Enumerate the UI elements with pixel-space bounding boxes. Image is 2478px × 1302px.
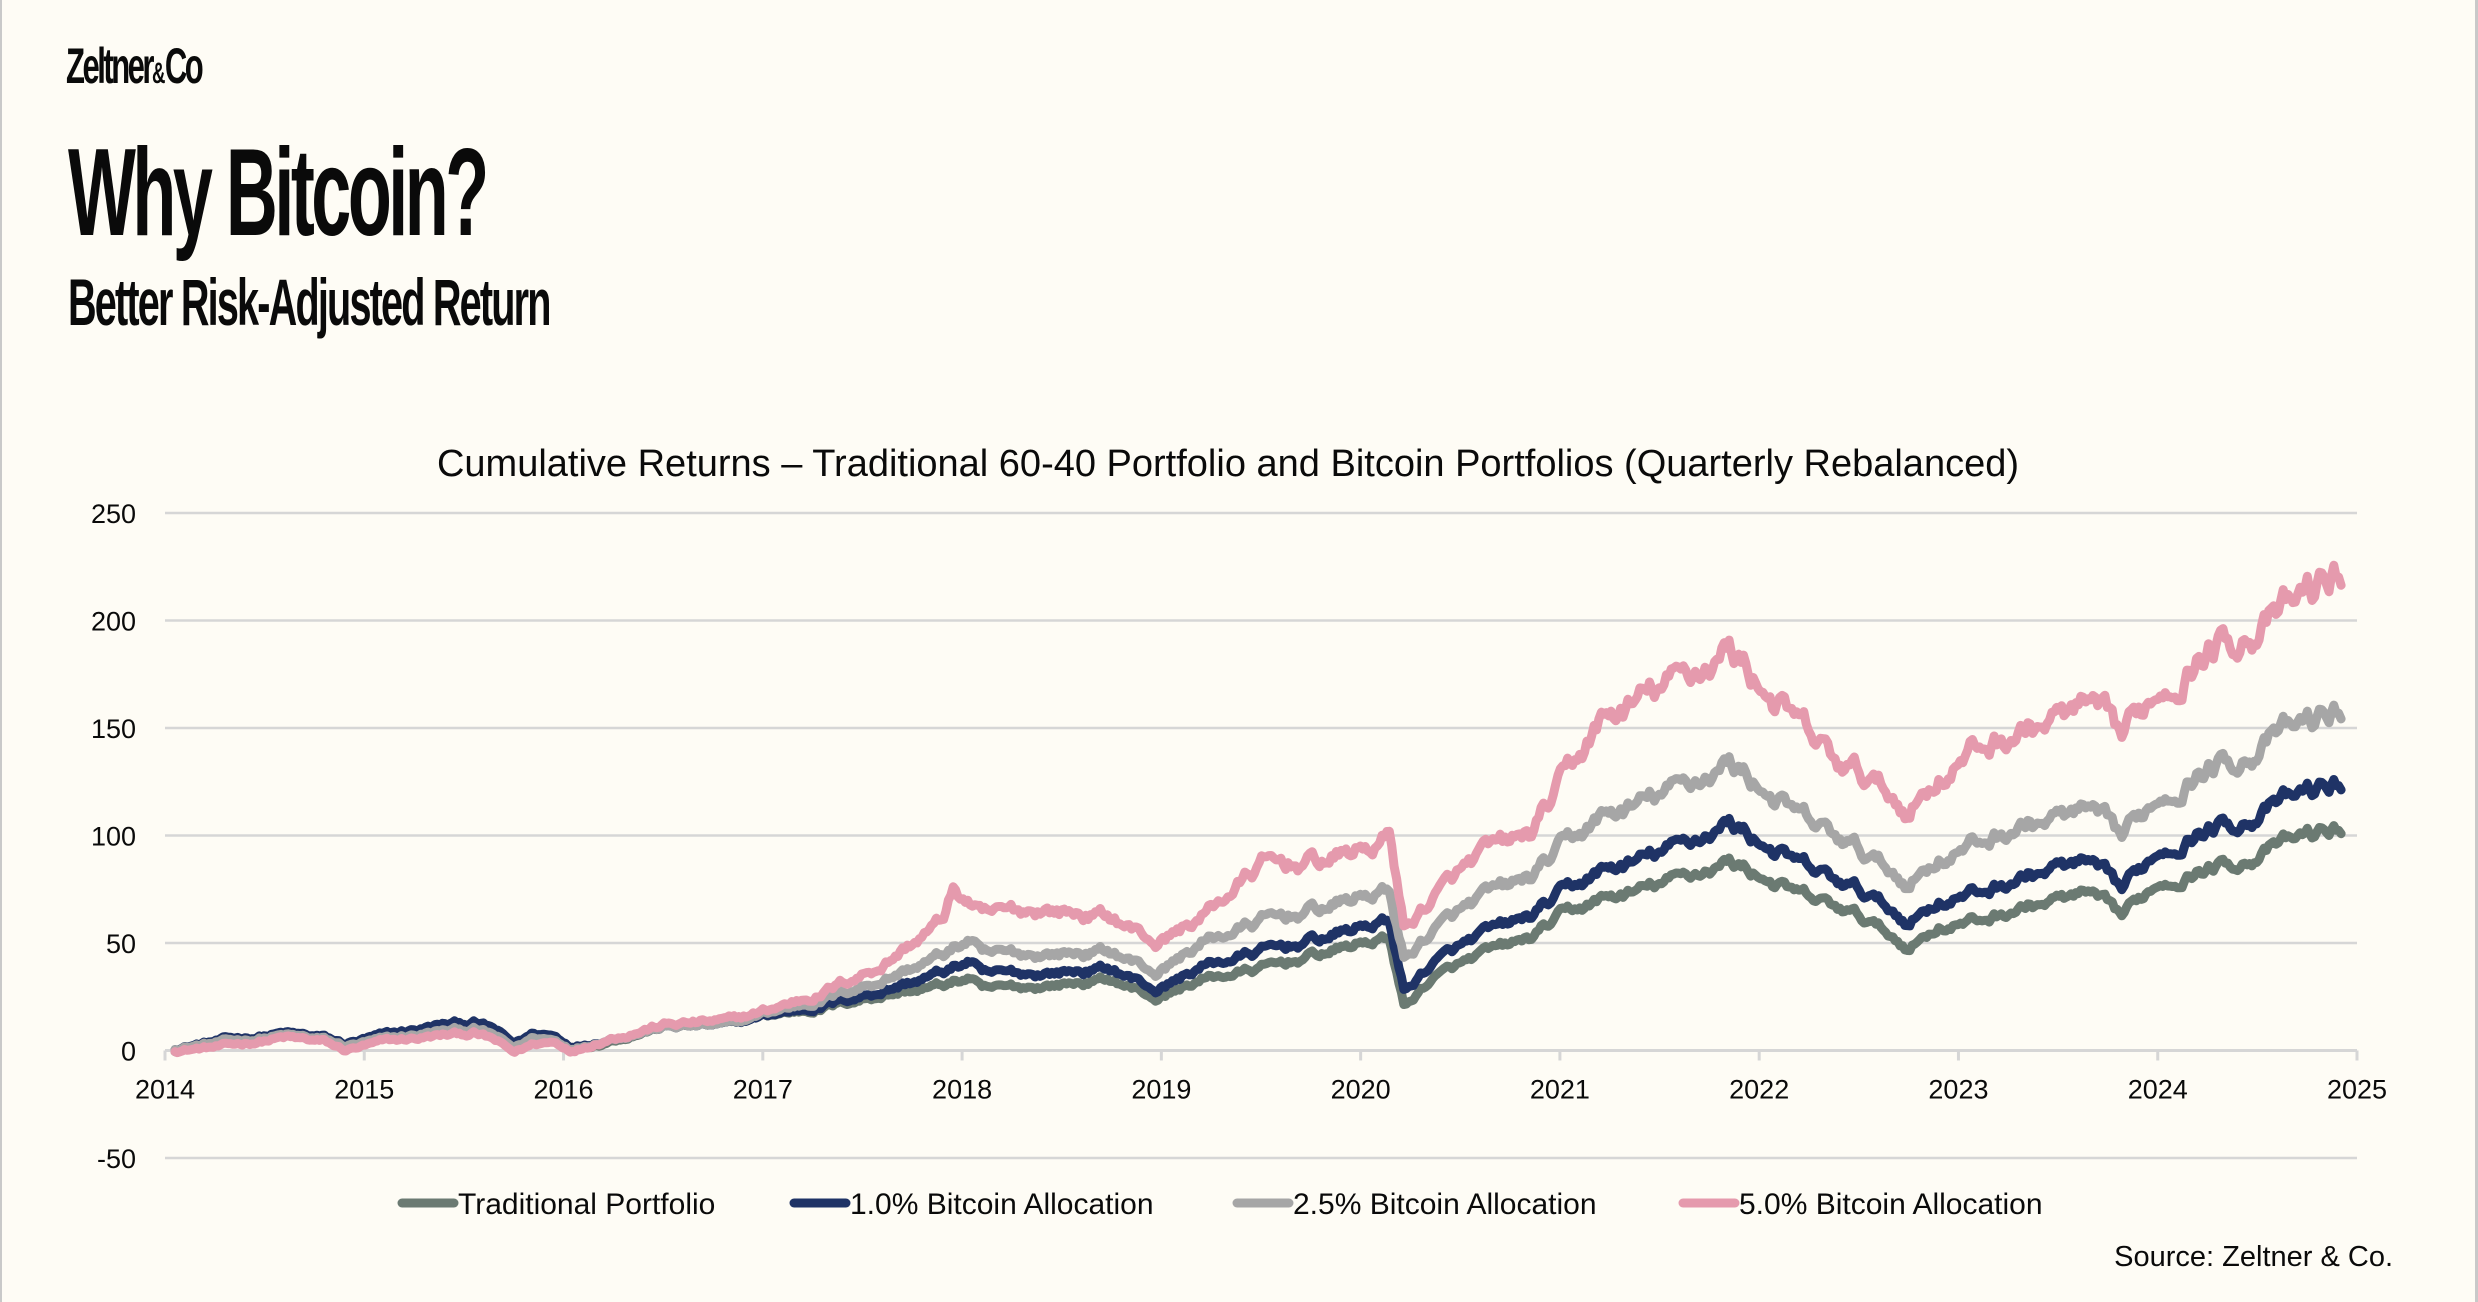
chart-title: Cumulative Returns – Traditional 60-40 P… [437, 443, 2019, 485]
series-line-3 [170, 700, 2346, 1055]
legend-item: 2.5% Bitcoin Allocation [1232, 1188, 1597, 1221]
gridlines [165, 511, 2357, 1160]
x-tick-label: 2017 [733, 1075, 793, 1105]
legend-label: Traditional Portfolio [458, 1188, 715, 1221]
y-tick-label: 0 [121, 1037, 136, 1067]
x-tick-label: 2022 [1729, 1075, 1789, 1105]
x-tick-label: 2016 [534, 1075, 594, 1105]
legend-label: 5.0% Bitcoin Allocation [1739, 1188, 2043, 1221]
brand-logo: Zeltner&Co [66, 36, 204, 104]
x-tick-label: 2025 [2327, 1075, 2387, 1105]
series-line-4 [170, 560, 2346, 1058]
brand-ampersand: & [151, 57, 165, 90]
page-title: Why Bitcoin? [68, 124, 489, 262]
legend-item: 1.0% Bitcoin Allocation [789, 1188, 1154, 1221]
page-border-left [0, 0, 2, 1302]
x-tick-label: 2014 [135, 1075, 195, 1105]
x-tick-label: 2020 [1331, 1075, 1391, 1105]
legend-item: Traditional Portfolio [397, 1188, 715, 1221]
y-tick-label: 50 [106, 929, 136, 959]
legend-label: 2.5% Bitcoin Allocation [1293, 1188, 1597, 1221]
x-axis: 2014 2015 2016 2017 2018 2019 2020 2021 2022 2023… [135, 1049, 2387, 1105]
legend-item: 5.0% Bitcoin Allocation [1678, 1188, 2043, 1221]
y-tick-label: 100 [91, 822, 136, 852]
y-tick-label: 150 [91, 714, 136, 744]
y-tick-label: -50 [97, 1144, 136, 1174]
brand-suffix: Co [164, 38, 204, 94]
y-tick-label: 200 [91, 607, 136, 637]
x-tick-label: 2019 [1131, 1075, 1191, 1105]
x-tick-label: 2021 [1530, 1075, 1590, 1105]
series-lines [170, 560, 2346, 1058]
source-note: Source: Zeltner & Co. [2114, 1241, 2393, 1273]
y-axis: 250 200 150 100 50 0 -50 [91, 499, 136, 1174]
x-tick-label: 2023 [1928, 1075, 1988, 1105]
page-border-right [2475, 0, 2478, 1302]
y-tick-label: 250 [91, 499, 136, 529]
x-tick-label: 2018 [932, 1075, 992, 1105]
page-subtitle: Better Risk-Adjusted Return [68, 265, 551, 339]
legend-label: 1.0% Bitcoin Allocation [850, 1188, 1154, 1221]
x-tick-label: 2024 [2128, 1075, 2188, 1105]
brand-name: Zeltner [66, 38, 154, 94]
x-tick-label: 2015 [334, 1075, 394, 1105]
legend: Traditional Portfolio 1.0% Bitcoin Alloca… [397, 1188, 2043, 1221]
